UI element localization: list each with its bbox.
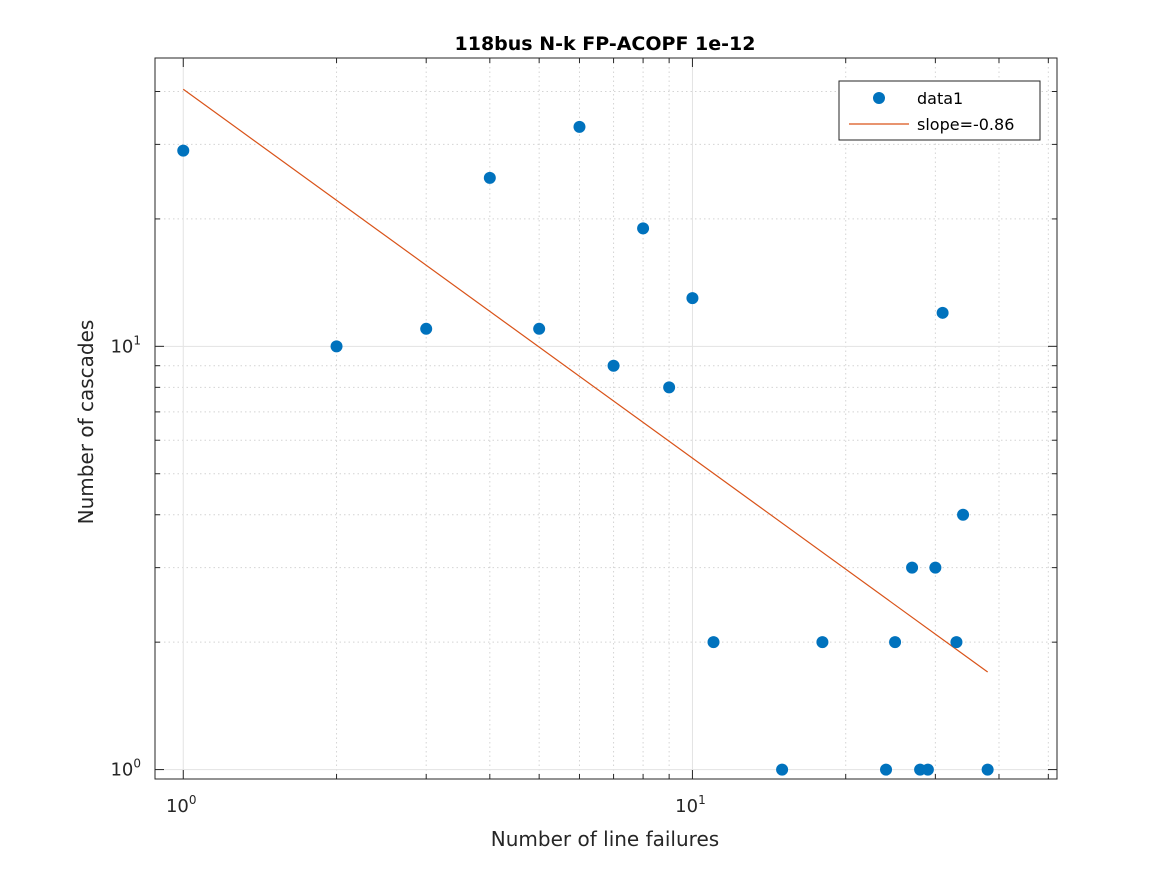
chart-title: 118bus N-k FP-ACOPF 1e-12 (455, 33, 756, 55)
data-point (663, 381, 676, 394)
x-tick-label: 100 (166, 793, 197, 817)
data-point (981, 763, 994, 776)
fit-line (182, 88, 988, 673)
plot-area (177, 88, 994, 776)
data-point (776, 763, 789, 776)
legend-label-fit: slope=-0.86 (917, 115, 1014, 134)
data-point (816, 636, 829, 649)
data-point (880, 763, 893, 776)
data-point (177, 144, 190, 157)
data-point (533, 322, 546, 335)
data-point (483, 171, 496, 184)
data-point (921, 763, 934, 776)
data-point (950, 636, 963, 649)
data-point (707, 636, 720, 649)
data-point (957, 508, 970, 521)
major-grid (155, 58, 1057, 779)
data-point (906, 561, 919, 574)
axis-ticks: 100 101 100 101 (110, 58, 1057, 817)
x-tick-label: 101 (675, 793, 706, 817)
data-point (637, 222, 650, 235)
y-axis-label: Number of cascades (74, 320, 98, 525)
legend: data1 slope=-0.86 (838, 80, 1041, 141)
x-axis-label: Number of line failures (491, 827, 719, 851)
data-point (573, 120, 586, 133)
data-point (936, 306, 949, 319)
axes-box (154, 57, 1058, 780)
data-point (330, 340, 343, 353)
data-point (686, 292, 699, 305)
y-tick-label: 101 (110, 333, 141, 357)
legend-marker-data1 (873, 92, 885, 104)
legend-label-data1: data1 (917, 89, 963, 108)
data-point (929, 561, 942, 574)
data-point (889, 636, 902, 649)
legend-box (838, 80, 1041, 141)
data-point (607, 359, 620, 372)
y-tick-label: 100 (110, 757, 141, 781)
data-point (420, 322, 433, 335)
